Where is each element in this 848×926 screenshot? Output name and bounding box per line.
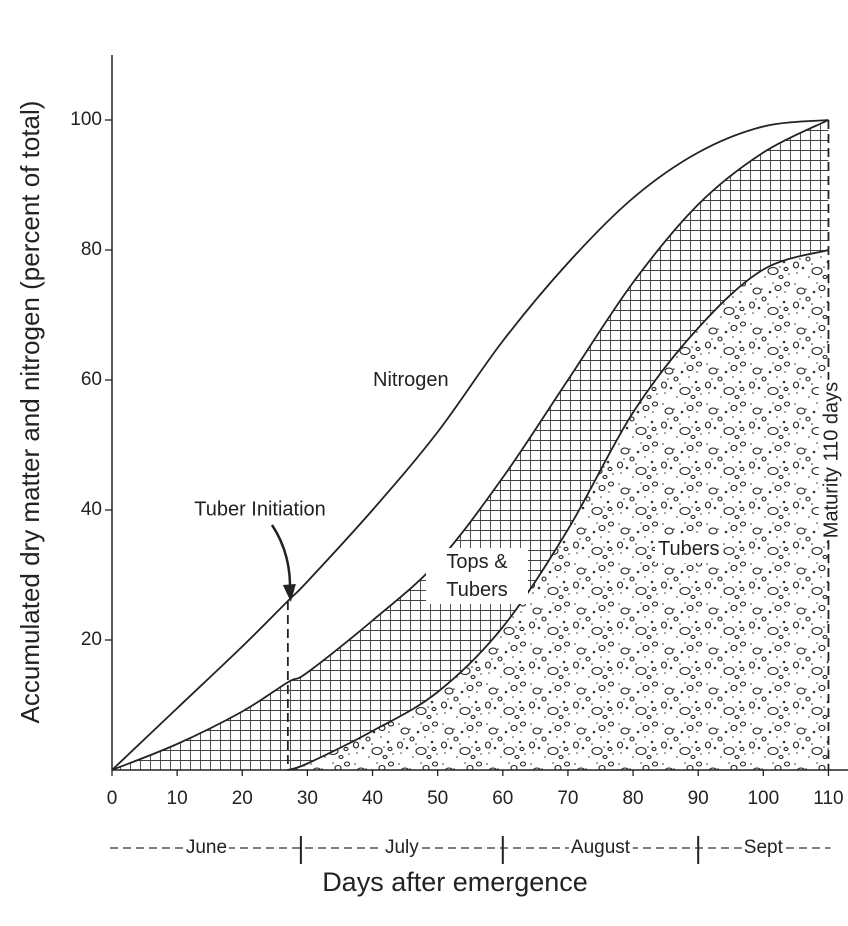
month-label: July — [385, 837, 419, 858]
x-tick-label: 80 — [622, 788, 643, 809]
y-axis-title: Accumulated dry matter and nitrogen (per… — [15, 101, 45, 724]
x-tick-label: 20 — [232, 788, 253, 809]
series-label: Nitrogen — [373, 369, 449, 391]
annotation-bg — [818, 379, 845, 541]
annotation: Tuber Initiation — [194, 498, 326, 520]
x-tick-label: 0 — [107, 788, 118, 809]
plot: 20 40 60 80 100 0 10 20 30 40 50 60 70 80 90 100 110 June… — [70, 55, 848, 864]
month-label-bg — [741, 837, 786, 859]
area-fill — [287, 250, 829, 770]
month-label-bg — [382, 837, 422, 859]
annotation: Maturity 110 days — [821, 382, 843, 538]
y-tick-label: 40 — [81, 499, 102, 520]
x-tick-label: 50 — [427, 788, 448, 809]
x-tick-label: 110 — [813, 788, 843, 809]
month-label: June — [186, 837, 227, 858]
series-line — [287, 249, 829, 771]
y-tick-label: 60 — [81, 369, 102, 390]
x-tick-label: 70 — [557, 788, 578, 809]
arrow-head — [282, 584, 296, 602]
x-axis-title: Days after emergence — [322, 867, 588, 897]
area-fills — [112, 120, 829, 770]
series-label: Tubers — [655, 535, 723, 563]
x-tick-label: 40 — [362, 788, 383, 809]
y-tick-label: 20 — [81, 629, 102, 650]
annotation-arrow — [270, 524, 292, 596]
series-label: Tops & Tubers — [426, 548, 528, 604]
series-line — [111, 119, 829, 771]
month-label-bg — [568, 837, 633, 859]
x-tick-label: 60 — [492, 788, 513, 809]
x-tick-label: 10 — [167, 788, 188, 809]
x-tick-label: 90 — [688, 788, 709, 809]
y-tick-label: 80 — [81, 239, 102, 260]
month-label-bg — [183, 837, 230, 859]
x-tick-label: 100 — [747, 788, 779, 809]
y-tick-label: 100 — [70, 109, 102, 130]
month-label: Sept — [744, 837, 784, 858]
month-label: August — [571, 837, 631, 858]
series-line — [111, 119, 829, 771]
x-tick-label: 30 — [297, 788, 318, 809]
